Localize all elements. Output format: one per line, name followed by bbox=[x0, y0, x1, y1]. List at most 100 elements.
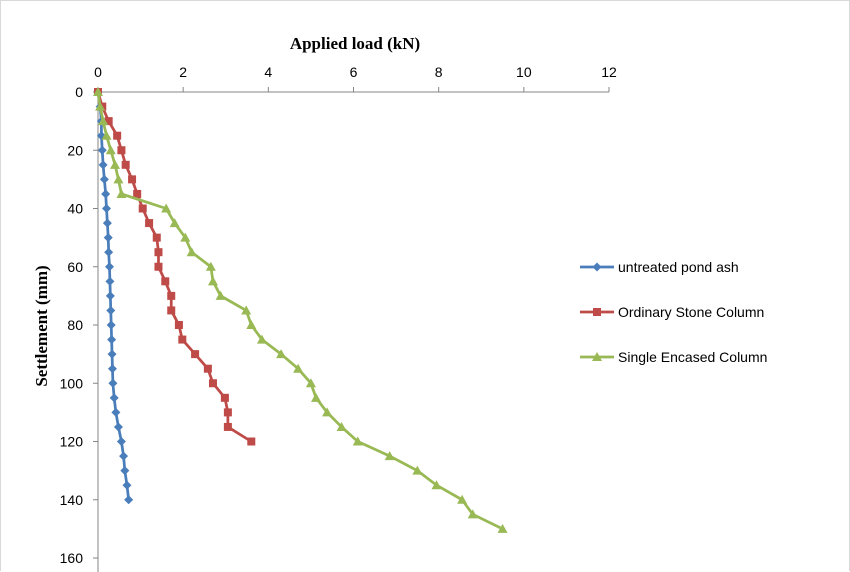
y-tick-label: 160 bbox=[60, 550, 84, 566]
y-tick-label: 120 bbox=[60, 434, 84, 450]
data-point-untreated-pond-ash bbox=[107, 335, 117, 345]
y-tick-label: 0 bbox=[75, 84, 83, 100]
legend-item-ordinary-stone-column: Ordinary Stone Column bbox=[580, 304, 764, 320]
data-point-untreated-pond-ash bbox=[122, 480, 132, 490]
data-point-ordinary-stone-column bbox=[161, 277, 170, 286]
legend-item-single-encased-column: Single Encased Column bbox=[580, 349, 767, 365]
data-point-untreated-pond-ash bbox=[106, 305, 116, 315]
data-point-single-encased-column bbox=[256, 334, 267, 344]
data-point-ordinary-stone-column bbox=[104, 117, 113, 126]
data-point-untreated-pond-ash bbox=[108, 378, 118, 388]
data-point-single-encased-column bbox=[113, 174, 124, 184]
data-point-ordinary-stone-column bbox=[203, 364, 212, 373]
x-tick-label: 2 bbox=[179, 64, 187, 80]
data-point-untreated-pond-ash bbox=[103, 233, 113, 243]
data-point-untreated-pond-ash bbox=[119, 451, 129, 461]
data-point-single-encased-column bbox=[180, 232, 191, 242]
data-point-single-encased-column bbox=[305, 378, 316, 388]
data-point-single-encased-column bbox=[246, 320, 257, 329]
x-tick-label: 0 bbox=[94, 64, 102, 80]
data-point-ordinary-stone-column bbox=[138, 204, 147, 213]
data-point-single-encased-column bbox=[241, 305, 252, 315]
data-point-single-encased-column bbox=[384, 451, 395, 461]
data-point-single-encased-column bbox=[352, 436, 363, 446]
data-point-single-encased-column bbox=[169, 218, 180, 228]
data-point-ordinary-stone-column bbox=[167, 306, 176, 315]
data-point-ordinary-stone-column bbox=[223, 422, 232, 431]
legend-label-single-encased-column: Single Encased Column bbox=[618, 349, 767, 365]
data-point-untreated-pond-ash bbox=[113, 422, 123, 432]
y-tick-label: 100 bbox=[60, 375, 84, 391]
data-point-untreated-pond-ash bbox=[111, 407, 121, 417]
data-point-ordinary-stone-column bbox=[128, 175, 137, 184]
data-point-ordinary-stone-column bbox=[121, 160, 130, 169]
x-tick-label: 6 bbox=[350, 64, 358, 80]
series-line-ordinary-stone-column bbox=[96, 91, 253, 443]
series-line-single-encased-column bbox=[96, 91, 504, 531]
data-point-ordinary-stone-column bbox=[178, 335, 187, 344]
data-point-ordinary-stone-column bbox=[208, 379, 217, 388]
legend-marker-ordinary-stone-column bbox=[593, 308, 601, 316]
data-point-ordinary-stone-column bbox=[167, 291, 176, 300]
data-point-single-encased-column bbox=[101, 130, 112, 140]
x-axis-title: Applied load (kN) bbox=[290, 34, 420, 53]
series-layer bbox=[93, 87, 508, 533]
legend: untreated pond ash Ordinary Stone Column S… bbox=[580, 259, 767, 365]
data-point-single-encased-column bbox=[431, 480, 442, 490]
legend-marker-untreated-pond-ash bbox=[592, 262, 602, 272]
y-tick-label: 80 bbox=[67, 317, 83, 333]
data-point-single-encased-column bbox=[293, 363, 304, 373]
data-point-single-encased-column bbox=[457, 494, 468, 504]
data-point-single-encased-column bbox=[95, 101, 106, 111]
data-point-single-encased-column bbox=[497, 523, 508, 533]
x-tick-label: 8 bbox=[435, 64, 443, 80]
data-point-untreated-pond-ash bbox=[102, 218, 112, 228]
y-tick-label: 60 bbox=[67, 259, 83, 275]
data-point-untreated-pond-ash bbox=[102, 204, 112, 213]
data-point-untreated-pond-ash bbox=[107, 349, 117, 359]
data-point-ordinary-stone-column bbox=[133, 189, 142, 198]
data-point-single-encased-column bbox=[311, 392, 322, 402]
data-point-ordinary-stone-column bbox=[117, 146, 126, 155]
series-single-encased-column bbox=[93, 87, 508, 533]
data-point-untreated-pond-ash bbox=[109, 393, 119, 403]
data-point-ordinary-stone-column bbox=[154, 262, 163, 271]
data-point-untreated-pond-ash bbox=[116, 437, 126, 446]
data-point-untreated-pond-ash bbox=[124, 495, 134, 505]
x-tick-label: 4 bbox=[264, 64, 272, 80]
data-point-untreated-pond-ash bbox=[99, 174, 109, 184]
data-point-single-encased-column bbox=[105, 145, 116, 155]
data-point-single-encased-column bbox=[116, 188, 127, 198]
data-point-single-encased-column bbox=[467, 509, 478, 519]
y-tick-label: 40 bbox=[67, 201, 83, 217]
data-point-untreated-pond-ash bbox=[120, 466, 130, 476]
data-point-single-encased-column bbox=[93, 87, 103, 96]
data-point-single-encased-column bbox=[207, 276, 218, 286]
data-point-single-encased-column bbox=[205, 261, 216, 271]
y-axis-title: Settlement (mm) bbox=[32, 265, 51, 386]
data-point-single-encased-column bbox=[276, 349, 287, 359]
data-point-ordinary-stone-column bbox=[247, 437, 256, 446]
legend-marker-single-encased-column bbox=[592, 352, 602, 361]
data-point-ordinary-stone-column bbox=[223, 408, 232, 417]
data-point-single-encased-column bbox=[336, 421, 347, 431]
data-point-ordinary-stone-column bbox=[191, 350, 200, 359]
data-point-untreated-pond-ash bbox=[107, 364, 117, 374]
data-point-untreated-pond-ash bbox=[106, 320, 116, 330]
y-tick-label: 20 bbox=[67, 142, 83, 158]
data-point-single-encased-column bbox=[161, 203, 172, 213]
data-point-ordinary-stone-column bbox=[113, 131, 122, 140]
series-untreated-pond-ash bbox=[93, 87, 134, 505]
data-point-single-encased-column bbox=[98, 116, 109, 126]
data-point-ordinary-stone-column bbox=[152, 233, 161, 242]
data-point-single-encased-column bbox=[186, 247, 197, 257]
data-point-ordinary-stone-column bbox=[154, 248, 163, 257]
data-point-ordinary-stone-column bbox=[145, 219, 154, 228]
data-point-untreated-pond-ash bbox=[104, 262, 114, 272]
data-point-untreated-pond-ash bbox=[104, 247, 114, 257]
series-ordinary-stone-column bbox=[94, 88, 256, 446]
x-tick-label: 12 bbox=[601, 64, 617, 80]
legend-label-untreated-pond-ash: untreated pond ash bbox=[618, 259, 739, 275]
